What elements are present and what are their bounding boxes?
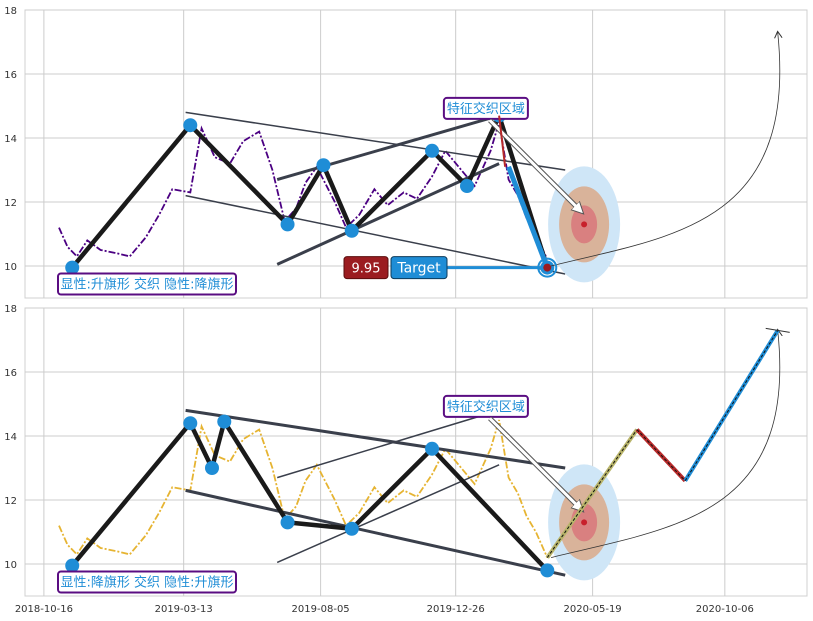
target-projection-line	[506, 165, 550, 269]
y-tick-label: 14	[4, 134, 17, 145]
pivot-point	[217, 414, 232, 429]
feature-zone-label-box	[442, 96, 529, 120]
y-tick-label: 18	[4, 6, 17, 17]
zone-center-dot	[581, 221, 588, 228]
x-tick-label: 2020-05-19	[564, 604, 622, 615]
x-axis: 2018-10-16 2019-03-13 2019-08-05 2019-12-26…	[15, 604, 754, 615]
pivot-point	[183, 118, 198, 133]
channel-line	[276, 409, 500, 479]
channel-line	[185, 408, 566, 470]
pivot-point	[183, 416, 198, 431]
pattern-label-box	[57, 570, 237, 594]
projection-segment-up1-dash	[546, 429, 638, 558]
pivot-point	[280, 515, 295, 530]
price-series-line	[58, 121, 549, 260]
pivot-point	[540, 563, 555, 578]
projection-segment-down-dash	[636, 429, 686, 482]
price-series-line	[58, 419, 549, 558]
x-tick-label: 2019-12-26	[427, 604, 485, 615]
pattern-label-text: 显性:降旗形 交织 隐性:升旗形	[60, 575, 233, 591]
pivot-point	[344, 521, 359, 536]
y-tick-label: 10	[4, 262, 17, 273]
pattern-label: 显性:升旗形 交织 隐性:降旗形	[57, 272, 237, 296]
projection-curve-arrow	[550, 330, 780, 558]
pattern-label-text: 显性:升旗形 交织 隐性:降旗形	[60, 277, 233, 293]
y-tick-label: 18	[4, 304, 17, 315]
target-ring	[537, 257, 558, 278]
channel-line	[185, 111, 566, 171]
value-box	[343, 256, 389, 280]
target-label-badge: Target	[390, 256, 448, 280]
channel-line	[276, 114, 500, 182]
feature-zone-label: 特征交织区域	[442, 394, 529, 418]
pivot-point	[316, 158, 331, 173]
y-tick-label: 16	[4, 70, 17, 81]
target-box	[390, 256, 448, 280]
x-tick-label: 2020-10-06	[696, 604, 754, 615]
pivot-point	[280, 217, 295, 232]
plot-area	[24, 307, 808, 597]
pivot-point	[344, 223, 359, 238]
y-tick-label: 10	[4, 560, 17, 571]
y-tick-label: 16	[4, 368, 17, 379]
feature-zone-label-text: 特征交织区域	[447, 101, 525, 117]
pattern-label-box	[57, 272, 237, 296]
x-tick-label: 2019-03-13	[155, 604, 213, 615]
feature-zone-label-text: 特征交织区域	[447, 399, 525, 415]
projection-end-cap	[765, 327, 790, 333]
pivot-point	[460, 179, 474, 193]
target-value-badge: 9.95	[343, 256, 389, 280]
value-text: 9.95	[352, 262, 381, 277]
peak-red-segment	[498, 115, 507, 167]
zigzag-line	[70, 419, 549, 572]
feature-zone-arrow-inner	[488, 417, 582, 510]
pivot-point	[205, 461, 219, 475]
zone-center-dot	[581, 519, 588, 526]
feature-zone-arrow-inner	[488, 119, 582, 212]
plot-area	[24, 9, 808, 299]
feature-zone-label: 特征交织区域	[442, 96, 529, 120]
pivot-point	[425, 441, 440, 456]
target-text: Target	[396, 261, 441, 277]
pivot-point	[425, 143, 440, 158]
channel-line	[185, 194, 566, 275]
pattern-label: 显性:降旗形 交织 隐性:升旗形	[57, 570, 237, 594]
y-tick-label: 14	[4, 432, 17, 443]
projection-segment-up2-dash	[684, 330, 779, 482]
pivot-point	[65, 260, 80, 275]
x-tick-label: 2019-08-05	[292, 604, 350, 615]
feature-zone-label-box	[442, 394, 529, 418]
target-dot	[543, 263, 552, 272]
x-tick-label: 2018-10-16	[15, 604, 73, 615]
channel-line	[185, 488, 566, 577]
y-tick-label: 12	[4, 198, 17, 209]
y-tick-label: 12	[4, 496, 17, 507]
pivot-point	[65, 558, 80, 573]
projection-curve-arrow	[550, 32, 780, 267]
